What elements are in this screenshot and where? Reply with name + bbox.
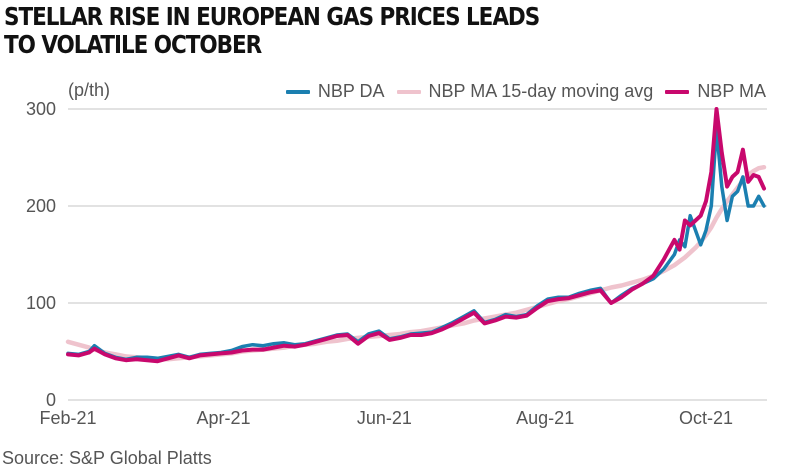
legend-item-nbp-da: NBP DA <box>285 81 385 102</box>
chart-title-line-2: TO VOLATILE OCTOBER <box>4 30 262 59</box>
x-tick-label: Feb-21 <box>39 408 96 428</box>
series-line-nbp-da <box>66 126 766 362</box>
x-tick-label: Apr-21 <box>197 408 251 428</box>
chart-legend: NBP DA NBP MA 15-day moving avg NBP MA <box>274 81 766 102</box>
y-tick-label: 200 <box>26 196 56 216</box>
y-axis-unit-label: (p/th) <box>68 80 111 100</box>
source-note: Source: S&P Global Platts <box>2 448 212 468</box>
legend-label-nbp-ma-15day: NBP MA 15-day moving avg <box>428 81 654 101</box>
legend-label-nbp-da: NBP DA <box>317 81 385 101</box>
x-tick-label: Oct-21 <box>679 408 733 428</box>
y-axis-ticks: 0 100 200 300 <box>26 99 56 410</box>
legend-swatch-nbp-ma-15day <box>396 89 421 94</box>
legend-swatch-nbp-ma <box>665 89 690 94</box>
legend-item-nbp-ma-15day: NBP MA 15-day moving avg <box>396 81 654 102</box>
y-tick-label: 100 <box>26 293 56 313</box>
x-tick-label: Jun-21 <box>357 408 412 428</box>
chart-title: STELLAR RISE IN EUROPEAN GAS PRICES LEAD… <box>4 2 540 59</box>
legend-label-nbp-ma: NBP MA <box>697 81 766 101</box>
legend-swatch-nbp-da <box>285 89 310 94</box>
gridlines <box>68 108 767 401</box>
x-tick-label: Aug-21 <box>516 408 574 428</box>
chart-title-line-1: STELLAR RISE IN EUROPEAN GAS PRICES LEAD… <box>4 2 540 31</box>
x-axis-ticks: Feb-21 Apr-21 Jun-21 Aug-21 Oct-21 <box>39 408 733 428</box>
series-line-nbp-ma <box>66 107 766 364</box>
y-tick-label: 0 <box>46 390 56 410</box>
legend-item-nbp-ma: NBP MA <box>665 81 766 102</box>
y-tick-label: 300 <box>26 99 56 119</box>
series-lines <box>65 107 767 364</box>
